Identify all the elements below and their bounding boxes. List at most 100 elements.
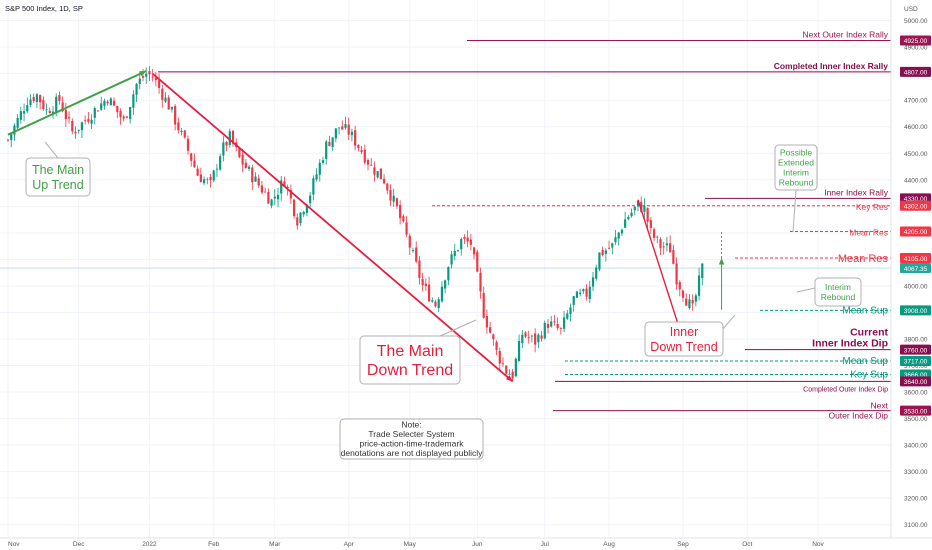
candle (164, 97, 167, 102)
callout-text: Trade Selecter System (368, 429, 454, 439)
candle (244, 162, 247, 169)
price-tag (900, 405, 931, 416)
candle (489, 327, 492, 333)
candle (444, 280, 447, 289)
candle (427, 284, 431, 302)
candle (51, 111, 55, 114)
time-tick-label: Mar (269, 541, 281, 548)
candle (501, 363, 505, 365)
candle (193, 160, 196, 168)
candle (238, 147, 241, 158)
callout-text: Note: (401, 420, 421, 430)
candle (331, 137, 334, 148)
candle (39, 95, 42, 103)
candle (247, 166, 251, 169)
candle (90, 119, 93, 124)
candle (376, 171, 379, 178)
candle (630, 212, 633, 217)
level-label: Mean Res (849, 228, 888, 238)
candle (607, 247, 611, 249)
candle (662, 246, 665, 248)
candle (45, 109, 48, 111)
candle (453, 250, 456, 257)
time-tick-label: Dec (73, 541, 85, 548)
candle (260, 185, 264, 193)
main-up-trendline[interactable] (7, 70, 147, 136)
candle (341, 126, 344, 130)
candle (675, 263, 678, 285)
candle (450, 254, 453, 265)
time-axis[interactable]: Nov Dec 2022 Feb Mar Apr May Jun Jul Aug Sep Oct Nov (8, 541, 825, 548)
candle (534, 333, 537, 345)
price-tag-value: 4105.00 (904, 256, 928, 263)
candle (67, 117, 71, 119)
candle (363, 149, 366, 163)
candle (280, 180, 283, 194)
candle (312, 178, 315, 195)
candle (231, 130, 235, 144)
candle (132, 94, 135, 108)
candle (84, 120, 87, 122)
candle (598, 252, 601, 270)
candle (434, 301, 437, 307)
price-tag-value: 4807.00 (904, 70, 928, 77)
candles-layer (6, 66, 704, 382)
candle (125, 116, 129, 118)
candle (264, 191, 267, 193)
candle (556, 323, 559, 329)
price-tag-value: 4330.00 (904, 196, 928, 203)
candle (183, 130, 186, 138)
candle (103, 100, 106, 106)
candle (579, 292, 582, 295)
candle (196, 168, 199, 176)
candle (588, 286, 591, 300)
candle (48, 110, 51, 113)
candle (591, 277, 595, 287)
candle (505, 365, 508, 374)
candle (611, 243, 614, 248)
price-tag (900, 356, 931, 366)
candle (170, 106, 174, 110)
candle (685, 298, 688, 306)
price-tag-value: 3717.00 (904, 359, 928, 366)
candle (543, 322, 546, 339)
main-down-trend-callout[interactable]: The Main Down Trend (359, 319, 477, 385)
price-tick-label: 3700.00 (904, 363, 928, 370)
candle (80, 122, 84, 131)
price-tick-label: 4900.00 (904, 45, 928, 52)
candle (22, 111, 26, 114)
price-tick-label: 3100.00 (904, 522, 928, 529)
candle (161, 88, 164, 100)
candle (202, 179, 206, 184)
candle (337, 127, 341, 129)
callout-text: Rebound (821, 292, 856, 302)
level-label: Completed Inner Index Rally (774, 61, 889, 71)
candle (595, 267, 598, 279)
price-tag-value: 4205.00 (904, 229, 928, 236)
candle (701, 263, 704, 278)
level-label: Completed Outer Index Dip (803, 386, 888, 393)
candle (35, 94, 39, 102)
candle (276, 194, 280, 200)
price-tag (900, 200, 931, 211)
candle (617, 232, 620, 239)
candle (691, 300, 694, 304)
note-callout[interactable]: Note:Trade Selecter Systemprice-action-t… (339, 418, 484, 460)
callout-pointer (796, 287, 816, 293)
candle (379, 168, 382, 180)
candle (373, 167, 376, 175)
candle (106, 101, 109, 104)
candle (96, 110, 100, 112)
candle (485, 315, 489, 328)
candle (614, 237, 617, 243)
candle (652, 229, 656, 238)
candle (399, 204, 402, 219)
candle (678, 282, 681, 290)
candle (672, 250, 675, 264)
candle (109, 98, 112, 106)
